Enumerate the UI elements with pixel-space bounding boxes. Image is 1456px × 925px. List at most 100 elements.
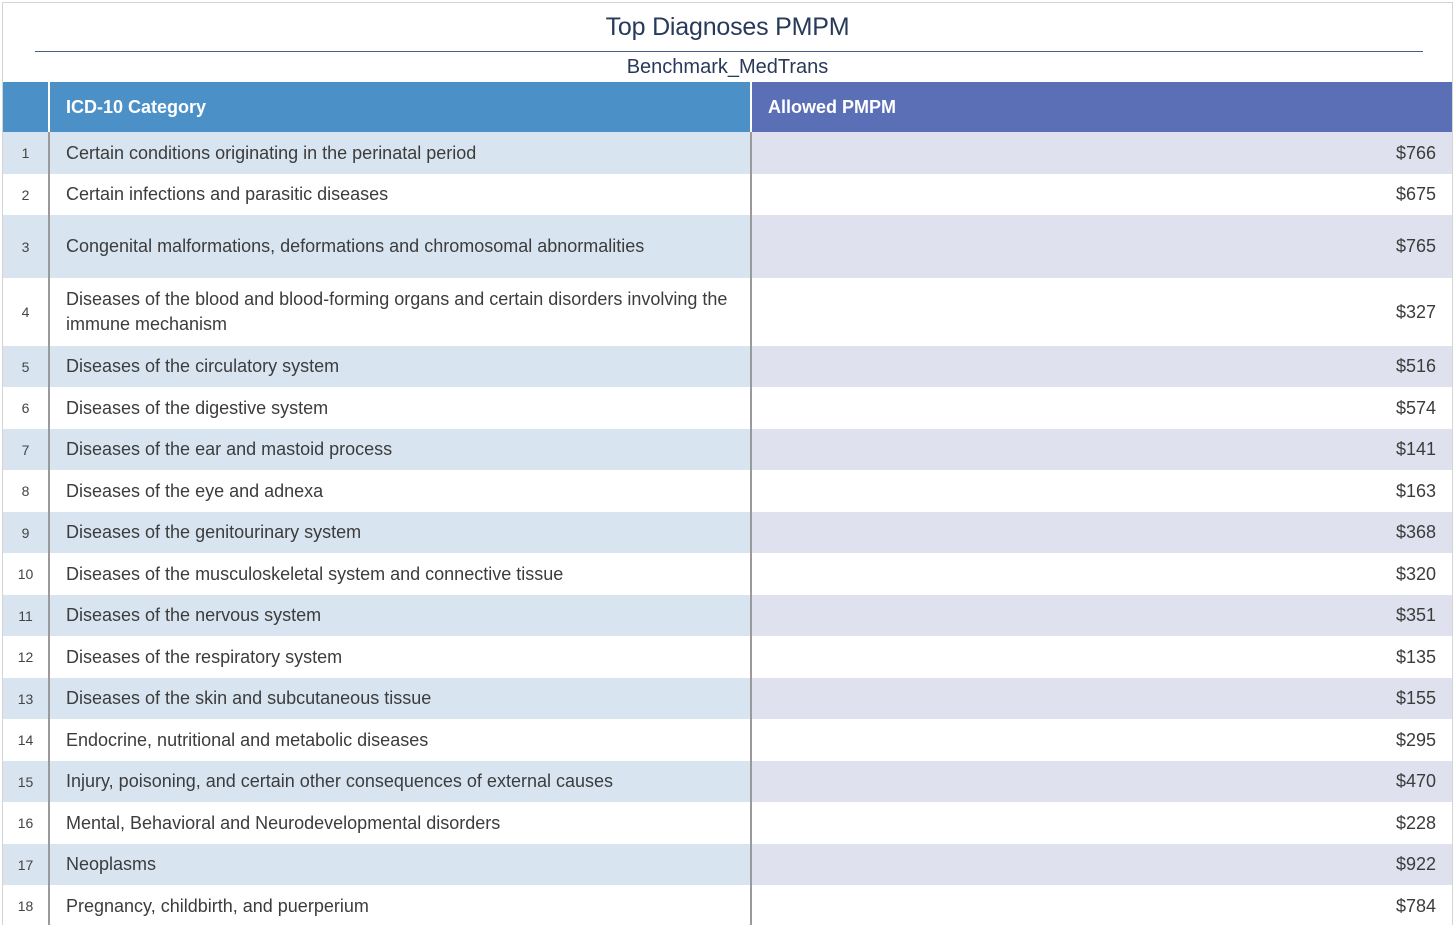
category-text: Diseases of the ear and mastoid process	[66, 439, 393, 459]
row-index: 3	[3, 215, 48, 278]
column-separator	[48, 132, 50, 174]
row-index: 14	[17, 732, 34, 748]
row-index: 18	[17, 898, 34, 914]
category-text: Injury, poisoning, and certain other con…	[66, 771, 614, 791]
category-text: Neoplasms	[66, 854, 157, 874]
allowed-pmpm-cell: $320	[1395, 563, 1436, 584]
allowed-pmpm-cell: $228	[1395, 812, 1436, 833]
column-separator	[750, 553, 752, 595]
title-divider	[35, 51, 1423, 52]
category-cell: Certain infections and parasitic disease…	[50, 174, 750, 215]
table-row[interactable]: 9 Diseases of the genitourinary system $36…	[3, 512, 1452, 553]
allowed-pmpm-cell: $470	[752, 761, 1452, 802]
header-separator	[48, 82, 50, 132]
category-cell: Diseases of the ear and mastoid process	[50, 429, 750, 470]
allowed-pmpm-cell: $163	[1395, 480, 1436, 501]
column-separator	[48, 512, 50, 553]
allowed-pmpm-cell: $135	[1395, 646, 1436, 667]
column-separator	[750, 278, 752, 346]
allowed-pmpm-cell: $784	[1395, 895, 1436, 916]
row-index: 5	[3, 346, 48, 387]
category-text: Diseases of the nervous system	[66, 605, 322, 625]
category-text: Diseases of the skin and subcutaneous ti…	[66, 688, 432, 708]
category-cell: Diseases of the digestive system	[50, 387, 750, 429]
category-text: Pregnancy, childbirth, and puerperium	[66, 895, 369, 916]
column-separator	[750, 387, 752, 429]
table-row[interactable]: 2 Certain infections and parasitic diseas…	[3, 174, 1452, 215]
column-separator	[48, 595, 50, 636]
allowed-pmpm-cell: $141	[752, 429, 1452, 470]
column-separator	[48, 215, 50, 278]
column-separator	[48, 174, 50, 215]
category-cell: Diseases of the circulatory system	[50, 346, 750, 387]
category-text: Certain infections and parasitic disease…	[66, 184, 389, 204]
row-index: 16	[17, 815, 34, 831]
column-separator	[750, 719, 752, 761]
table-row[interactable]: 3 Congenital malformations, deformations …	[3, 215, 1452, 278]
category-cell: Congenital malformations, deformations a…	[50, 215, 750, 278]
allowed-pmpm-cell: $351	[752, 595, 1452, 636]
category-cell: Diseases of the eye and adnexa	[50, 470, 750, 512]
table-row[interactable]: 16 Mental, Behavioral and Neurodevelopmen…	[3, 802, 1452, 844]
allowed-pmpm-cell: $327	[1395, 301, 1436, 322]
column-header-allowed-pmpm[interactable]: Allowed PMPM	[752, 82, 1452, 132]
category-text: Diseases of the musculoskeletal system a…	[66, 563, 564, 584]
table-row[interactable]: 14 Endocrine, nutritional and metabolic d…	[3, 719, 1452, 761]
row-index: 8	[21, 483, 30, 499]
category-cell: Diseases of the musculoskeletal system a…	[50, 553, 750, 595]
column-separator	[48, 719, 50, 761]
column-separator	[48, 278, 50, 346]
allowed-pmpm-cell: $922	[752, 844, 1452, 885]
page-title: Top Diagnoses PMPM	[605, 13, 850, 41]
column-separator	[750, 429, 752, 470]
table-row[interactable]: 15 Injury, poisoning, and certain other c…	[3, 761, 1452, 802]
row-index: 13	[3, 678, 48, 719]
row-index: 4	[21, 304, 30, 320]
table-row[interactable]: 5 Diseases of the circulatory system $516	[3, 346, 1452, 387]
column-separator	[750, 802, 752, 844]
allowed-pmpm-cell: $368	[752, 512, 1452, 553]
table-row[interactable]: 4 Diseases of the blood and blood-forming…	[3, 278, 1452, 346]
allowed-pmpm-cell: $155	[752, 678, 1452, 719]
table-header: ICD-10 Category Allowed PMPM	[3, 82, 1452, 132]
column-separator	[48, 802, 50, 844]
table-row[interactable]: 11 Diseases of the nervous system $351	[3, 595, 1452, 636]
column-separator	[48, 470, 50, 512]
column-separator	[750, 215, 752, 278]
table-row[interactable]: 6 Diseases of the digestive system $574	[3, 387, 1452, 429]
column-separator	[48, 636, 50, 678]
header-index-cell	[3, 82, 48, 132]
table-row[interactable]: 10 Diseases of the musculoskeletal system…	[3, 553, 1452, 595]
column-separator	[48, 346, 50, 387]
column-separator	[750, 844, 752, 885]
table-row[interactable]: 7 Diseases of the ear and mastoid process…	[3, 429, 1452, 470]
column-separator	[750, 132, 752, 174]
column-separator	[750, 174, 752, 215]
table-row[interactable]: 12 Diseases of the respiratory system $135	[3, 636, 1452, 678]
table-row[interactable]: 1 Certain conditions originating in the p…	[3, 132, 1452, 174]
allowed-pmpm-cell: $675	[1395, 184, 1436, 204]
table-body: 1 Certain conditions originating in the p…	[3, 132, 1452, 925]
table-row[interactable]: 13 Diseases of the skin and subcutaneous …	[3, 678, 1452, 719]
column-separator	[750, 885, 752, 925]
column-header-category[interactable]: ICD-10 Category	[50, 82, 750, 132]
allowed-pmpm-cell: $766	[752, 132, 1452, 174]
allowed-pmpm-cell: $516	[752, 346, 1452, 387]
column-separator	[750, 512, 752, 553]
allowed-pmpm-cell: $295	[1395, 729, 1436, 750]
column-separator	[750, 346, 752, 387]
table-row[interactable]: 8 Diseases of the eye and adnexa $163	[3, 470, 1452, 512]
category-cell: Diseases of the respiratory system	[50, 636, 750, 678]
column-separator	[48, 387, 50, 429]
column-separator	[48, 553, 50, 595]
category-text: Mental, Behavioral and Neurodevelopmenta…	[66, 812, 501, 833]
table-row[interactable]: 17 Neoplasms $922	[3, 844, 1452, 885]
column-separator	[48, 678, 50, 719]
category-text: Certain conditions originating in the pe…	[66, 142, 477, 163]
column-separator	[750, 678, 752, 719]
column-separator	[48, 844, 50, 885]
table-row[interactable]: 18 Pregnancy, childbirth, and puerperium $…	[3, 885, 1452, 925]
row-index: 1	[3, 132, 48, 174]
row-index: 15	[3, 761, 48, 802]
category-cell: Diseases of the nervous system	[50, 595, 750, 636]
